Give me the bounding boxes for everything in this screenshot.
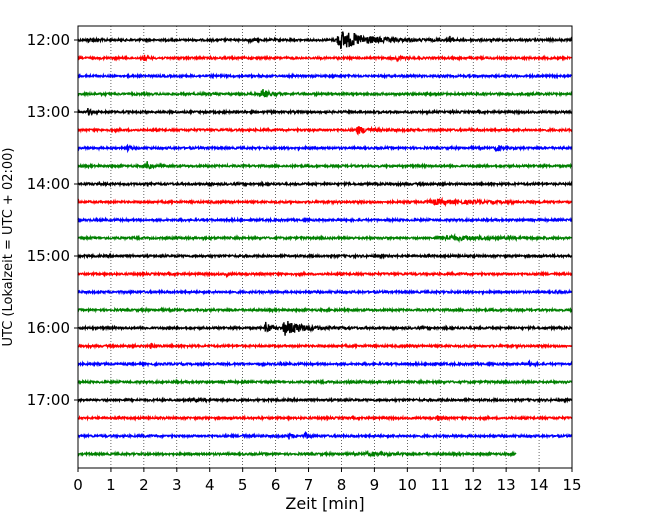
seismogram-trace [77, 396, 573, 404]
seismogram-trace [77, 216, 573, 224]
seismogram-trace [77, 232, 572, 244]
seismogram-trace [77, 431, 573, 440]
seismogram-trace [77, 252, 573, 260]
seismogram-trace [77, 180, 573, 188]
seismogram-trace [77, 107, 573, 116]
plot-frame [77, 25, 573, 469]
y-tick-label: 14:00 [27, 175, 70, 193]
y-tick-label: 12:00 [27, 31, 70, 49]
seismogram-trace [77, 143, 572, 154]
seismogram-trace [77, 31, 573, 50]
y-tick-label: 13:00 [27, 103, 70, 121]
seismogram-trace [77, 320, 573, 336]
seismogram-trace [77, 449, 517, 459]
y-tick-label: 15:00 [27, 247, 70, 265]
x-tick-label: 0 [73, 476, 83, 494]
x-tick-label: 8 [337, 476, 347, 494]
x-tick-label: 7 [304, 476, 314, 494]
x-tick-label: 13 [497, 476, 516, 494]
seismogram-trace [77, 54, 572, 63]
y-axis-label: UTC (Lokalzeit = UTC + 02:00) [1, 148, 16, 347]
seismogram-trace [77, 88, 573, 99]
x-tick-label: 6 [271, 476, 281, 494]
x-tick-label: 1 [106, 476, 116, 494]
x-axis-label: Zeit [min] [285, 494, 364, 513]
seismogram-trace [77, 342, 573, 350]
y-tick-label: 16:00 [27, 319, 70, 337]
x-tick-label: 5 [238, 476, 248, 494]
seismogram-traces [77, 31, 573, 459]
seismogram-trace [77, 270, 573, 279]
y-tick-label: 17:00 [27, 391, 70, 409]
seismogram-trace [77, 306, 573, 314]
seismogram-trace [77, 359, 573, 368]
x-tick-label: 12 [464, 476, 483, 494]
x-tick-label: 9 [370, 476, 380, 494]
x-tick-label: 10 [398, 476, 417, 494]
seismogram-trace [77, 196, 573, 208]
seismogram-trace [77, 125, 573, 136]
y-axis-ticks: 12:00 13:00 14:00 15:00 16:00 17:00 [27, 31, 78, 409]
x-tick-label: 15 [562, 476, 581, 494]
seismogram-trace [77, 72, 572, 80]
seismogram-trace [77, 161, 573, 170]
x-tick-label: 2 [139, 476, 149, 494]
x-tick-label: 11 [431, 476, 450, 494]
x-tick-label: 4 [205, 476, 215, 494]
seismogram-trace [77, 288, 573, 296]
seismogram-trace [77, 378, 573, 386]
x-tick-label: 3 [172, 476, 182, 494]
x-axis-ticks: 0 1 2 3 4 5 6 7 8 9 10 11 12 13 14 15 [73, 468, 582, 494]
vertical-gridlines [110, 26, 540, 468]
seismogram-trace [77, 414, 573, 422]
x-tick-label: 14 [530, 476, 549, 494]
